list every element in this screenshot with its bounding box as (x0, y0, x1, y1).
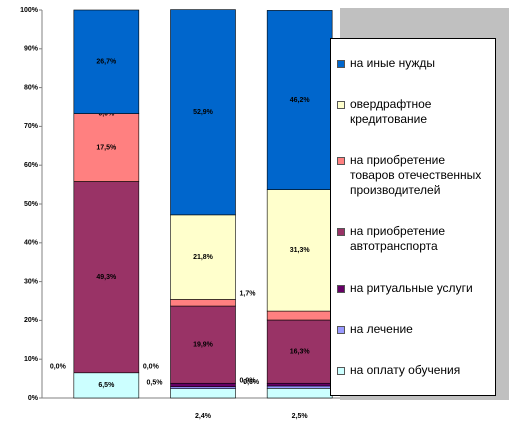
data-label: 1,7% (240, 290, 257, 297)
bar-segment (73, 372, 140, 399)
data-label: 0,0% (98, 110, 115, 117)
data-label: 19,9% (193, 341, 214, 348)
legend-item: овердрафтное кредитование (335, 97, 491, 127)
data-label: 26,7% (96, 59, 117, 66)
y-tick-label: 40% (24, 240, 39, 247)
bar-segment (170, 305, 236, 384)
bar-segment (170, 382, 236, 388)
data-label: 0,5% (147, 380, 164, 387)
legend-label: на лечение (350, 321, 413, 336)
y-tick-label: 30% (24, 278, 39, 285)
data-label: 17,5% (96, 144, 117, 151)
legend-item: на оплату обучения (335, 363, 491, 378)
bar-segment (73, 9, 140, 114)
legend-item: на приобретение автотранспорта (335, 224, 491, 254)
legend-item: на иные нужды (335, 56, 491, 71)
data-label: 2,5% (292, 413, 309, 420)
data-label: 0,0% (143, 364, 160, 371)
y-tick-label: 100% (20, 7, 39, 14)
legend-label: на приобретение автотранспорта (350, 224, 446, 254)
y-tick-label: 20% (24, 317, 39, 324)
data-label: 31,3% (290, 247, 311, 254)
legend-swatch (337, 101, 345, 110)
bar-segment (170, 299, 236, 307)
y-tick-label: 60% (24, 162, 39, 169)
data-label: 46,2% (290, 97, 311, 104)
bar-segment (170, 214, 236, 300)
bar-segment (73, 113, 140, 182)
data-label: 52,9% (193, 109, 214, 116)
bar-segment (266, 387, 333, 399)
data-label: 0,6% (243, 379, 260, 386)
legend-item: на лечение (335, 322, 491, 337)
bar-segment (170, 9, 236, 216)
bar-segment (266, 382, 333, 387)
y-tick-label: 80% (24, 84, 39, 91)
legend-item: на ритуальные услуги (335, 281, 491, 296)
legend-swatch (337, 325, 345, 334)
data-label: 0,9% (240, 378, 257, 385)
legend-swatch (337, 157, 345, 166)
legend-item: на приобретение товаров отечественных пр… (335, 153, 491, 198)
data-label: 6,5% (98, 382, 115, 389)
legend-label: на оплату обучения (350, 362, 461, 377)
y-tick-label: 50% (24, 201, 39, 208)
bar-segment (266, 189, 333, 312)
data-label: 0,0% (50, 364, 67, 371)
bar-segment (266, 385, 333, 389)
data-label: 2,4% (195, 413, 212, 420)
legend: на оплату обучения на лечение на ритуальны… (330, 38, 496, 396)
bar-segment (266, 310, 333, 321)
legend-label: на приобретение товаров отечественных пр… (350, 153, 482, 198)
legend-swatch (337, 284, 345, 293)
legend-swatch (337, 366, 345, 375)
data-label: 49,3% (96, 274, 117, 281)
y-tick-label: 90% (24, 46, 39, 53)
legend-swatch (337, 60, 345, 69)
y-tick-label: 0% (28, 395, 39, 402)
y-tick-label: 70% (24, 123, 39, 130)
data-label: 21,8% (193, 254, 214, 261)
data-label: 16,3% (290, 348, 311, 355)
legend-label: на иные нужды (350, 56, 436, 71)
legend-label: на ритуальные услуги (350, 280, 473, 295)
bar-segment (170, 388, 236, 399)
y-tick-label: 10% (24, 356, 39, 363)
legend-swatch (337, 228, 345, 237)
legend-label: овердрафтное кредитование (350, 97, 432, 127)
